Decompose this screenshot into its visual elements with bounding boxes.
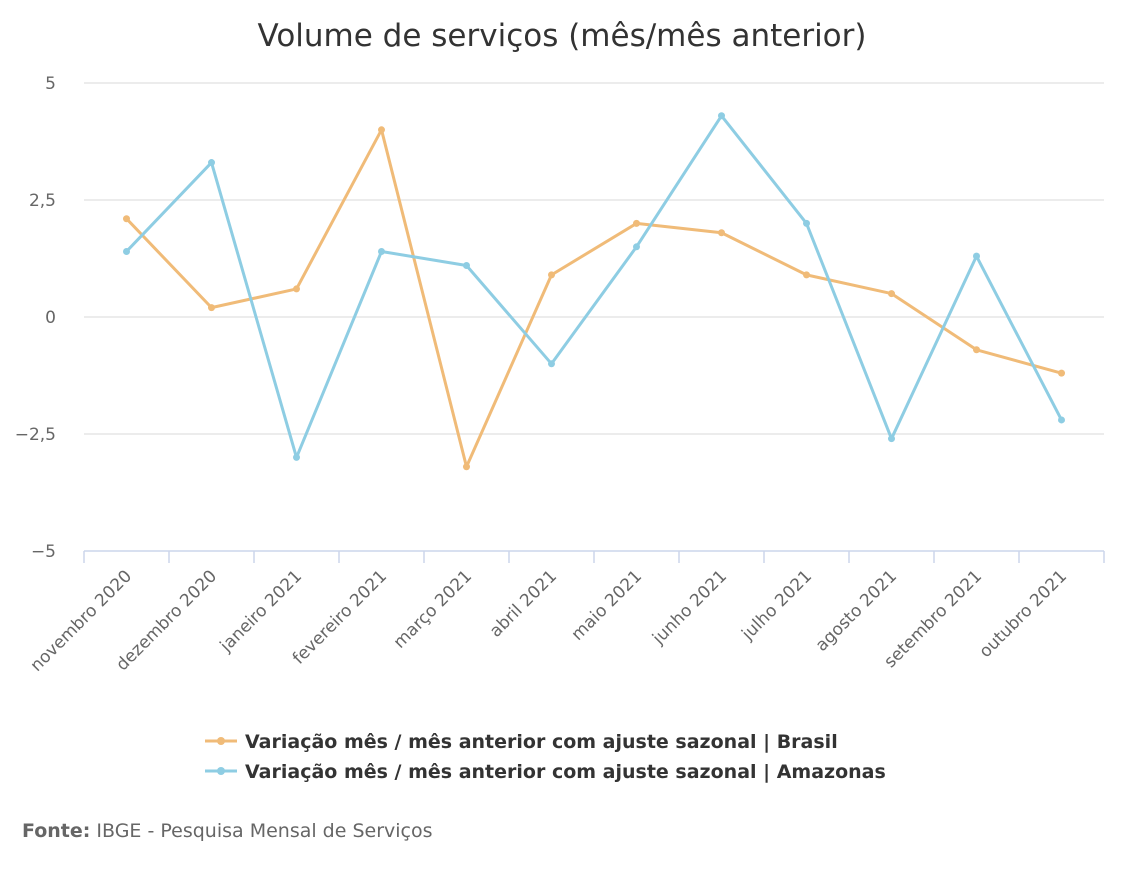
data-point[interactable] bbox=[888, 290, 895, 298]
y-tick-label: 2,5 bbox=[29, 191, 56, 211]
x-tick-label: março 2021 bbox=[390, 566, 476, 652]
data-point[interactable] bbox=[548, 271, 555, 279]
data-point[interactable] bbox=[1058, 416, 1065, 424]
data-point[interactable] bbox=[378, 126, 385, 134]
data-point[interactable] bbox=[973, 346, 980, 354]
series-line bbox=[125, 114, 1063, 459]
legend-marker-icon bbox=[217, 737, 225, 745]
data-point[interactable] bbox=[803, 219, 810, 227]
data-point[interactable] bbox=[1058, 369, 1065, 377]
source-label: Fonte: bbox=[22, 820, 91, 842]
data-point[interactable] bbox=[718, 112, 725, 120]
data-point[interactable] bbox=[378, 247, 385, 255]
data-point[interactable] bbox=[293, 453, 300, 461]
y-tick-label: 5 bbox=[45, 74, 56, 94]
data-point[interactable] bbox=[123, 215, 130, 223]
x-tick-label: junho 2021 bbox=[648, 566, 731, 649]
data-point[interactable] bbox=[463, 463, 470, 471]
series-0 bbox=[123, 126, 1065, 471]
legend-marker-icon bbox=[217, 767, 225, 775]
x-tick-label: abril 2021 bbox=[486, 566, 561, 641]
legend-item[interactable]: Variação mês / mês anterior com ajuste s… bbox=[205, 731, 838, 753]
data-point[interactable] bbox=[888, 435, 895, 443]
x-tick-label: maio 2021 bbox=[568, 566, 646, 644]
data-point[interactable] bbox=[548, 360, 555, 368]
data-point[interactable] bbox=[803, 271, 810, 279]
series-1 bbox=[123, 112, 1065, 461]
x-tick-label: agosto 2021 bbox=[812, 566, 901, 655]
data-point[interactable] bbox=[973, 252, 980, 260]
legend-label: Variação mês / mês anterior com ajuste s… bbox=[245, 761, 886, 783]
data-point[interactable] bbox=[123, 247, 130, 255]
data-point[interactable] bbox=[208, 304, 215, 312]
y-tick-label: 0 bbox=[45, 308, 56, 328]
x-tick-label: outubro 2021 bbox=[976, 566, 1072, 662]
y-tick-label: −2,5 bbox=[15, 425, 56, 445]
x-tick-label: julho 2021 bbox=[737, 566, 816, 645]
legend-item[interactable]: Variação mês / mês anterior com ajuste s… bbox=[205, 761, 886, 783]
chart-title: Volume de serviços (mês/mês anterior) bbox=[258, 18, 867, 54]
x-tick-label: janeiro 2021 bbox=[216, 566, 306, 656]
y-tick-label: −5 bbox=[31, 542, 56, 562]
series-line bbox=[125, 128, 1062, 469]
data-point[interactable] bbox=[293, 285, 300, 293]
data-point[interactable] bbox=[208, 159, 215, 167]
data-point[interactable] bbox=[633, 243, 640, 251]
data-point[interactable] bbox=[463, 262, 470, 270]
data-point[interactable] bbox=[633, 219, 640, 227]
source-note: Fonte: IBGE - Pesquisa Mensal de Serviço… bbox=[22, 820, 433, 842]
source-text: IBGE - Pesquisa Mensal de Serviços bbox=[90, 820, 433, 842]
legend-label: Variação mês / mês anterior com ajuste s… bbox=[245, 731, 838, 753]
line-chart: Volume de serviços (mês/mês anterior) 5 2… bbox=[15, 18, 1105, 783]
data-point[interactable] bbox=[718, 229, 725, 237]
